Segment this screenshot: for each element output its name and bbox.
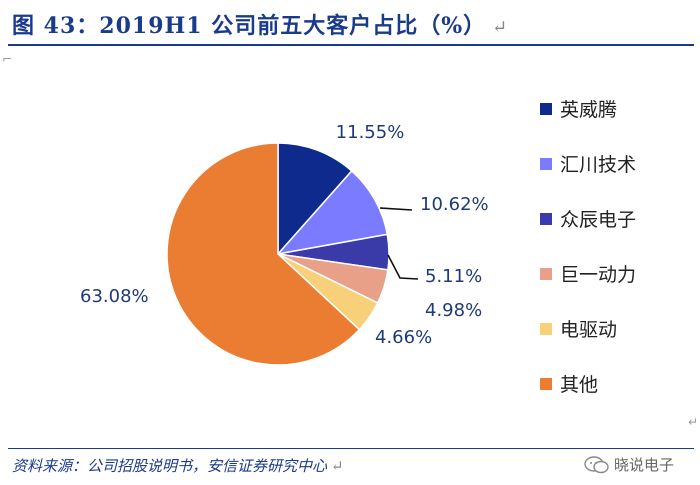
return-mark-icon: ↵ — [688, 415, 699, 429]
page-title: 图 43：2019H1 公司前五大客户占比（%） ↵ — [12, 8, 508, 40]
footer-rule — [8, 448, 694, 449]
title-rule — [8, 44, 694, 46]
pie-slice-6 — [166, 142, 361, 366]
source-note: 资料来源：公司招股说明书，安信证券研究中心 ↵ — [12, 455, 344, 476]
percent-label-1: 11.55% — [336, 122, 405, 143]
pie-slice-1 — [277, 142, 353, 256]
percent-label-5: 4.66% — [375, 327, 432, 348]
legend-label-2: 汇川技术 — [560, 154, 636, 176]
pie-slice-2 — [276, 169, 389, 256]
source-text: 资料来源：公司招股说明书，安信证券研究中心 — [12, 457, 328, 475]
percent-label-6: 63.08% — [80, 286, 149, 307]
legend-label-4: 巨一动力 — [560, 264, 636, 286]
wechat-icon — [584, 455, 609, 473]
legend-label-5: 电驱动 — [560, 319, 617, 341]
legend-label-1: 英威腾 — [560, 99, 617, 121]
pie-chart: 11.55% 10.62% 5.11% 4.98% 4.66% 63.08% 英威腾汇川技… — [80, 99, 636, 396]
return-mark-icon: ↵ — [492, 17, 509, 38]
return-mark-icon: ↵ — [331, 457, 344, 475]
title-text: 图 43：2019H1 公司前五大客户占比（%） — [12, 13, 487, 39]
leader-line-3 — [387, 254, 419, 280]
watermark-text: 晓说电子 — [613, 456, 674, 474]
legend-swatch-2 — [540, 158, 552, 170]
legend-swatch-1 — [540, 103, 552, 115]
leader-lines — [379, 207, 419, 280]
legend-swatch-6 — [540, 378, 552, 390]
legend-swatch-5 — [540, 323, 552, 335]
legend-swatch-4 — [540, 268, 552, 280]
pie-slices — [166, 142, 390, 366]
legend-label-6: 其他 — [560, 374, 598, 396]
percent-label-2: 10.62% — [420, 194, 489, 215]
percent-label-3: 5.11% — [425, 266, 482, 287]
legend-swatch-3 — [540, 213, 552, 225]
legend-label-3: 众辰电子 — [560, 209, 636, 231]
watermark: 晓说电子 — [584, 454, 674, 475]
percent-label-4: 4.98% — [425, 300, 482, 321]
leader-line-2 — [379, 207, 413, 211]
percent-labels: 11.55% 10.62% 5.11% 4.98% 4.66% 63.08% — [80, 122, 489, 348]
corner-mark-icon: ⌐ — [2, 52, 13, 66]
